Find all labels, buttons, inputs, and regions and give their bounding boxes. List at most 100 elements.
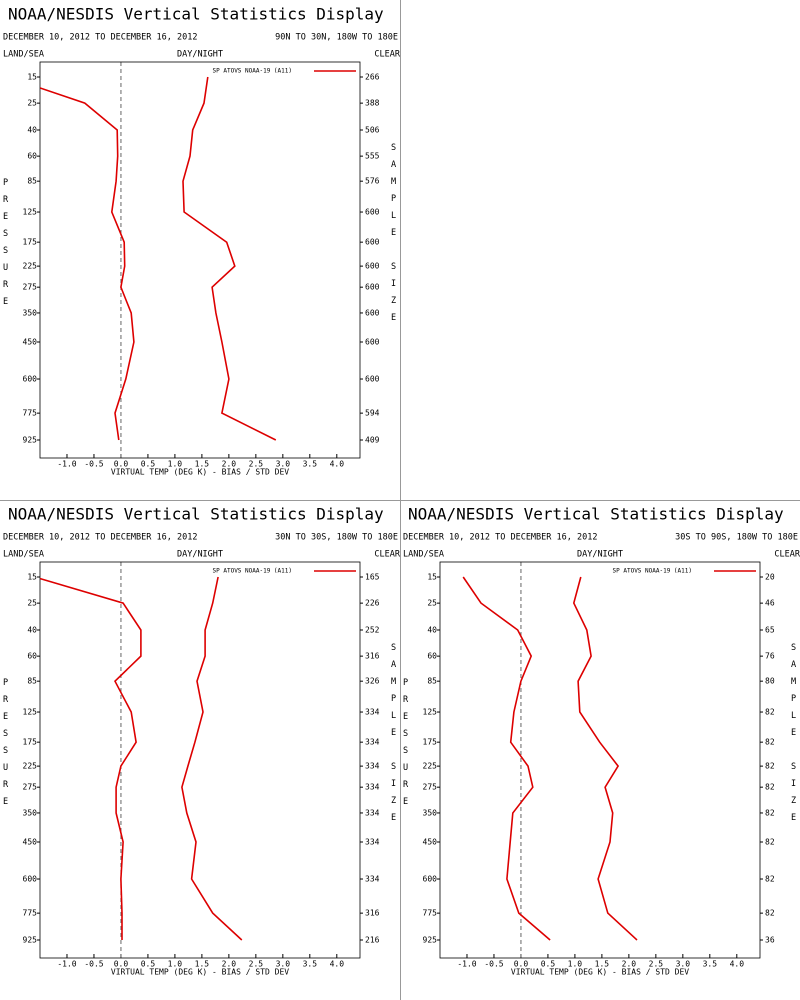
y-tick-label: 600 bbox=[23, 375, 38, 384]
clear: CLEAR bbox=[374, 50, 400, 60]
legend-label: SP ATOVS NOAA-19 (A11) bbox=[213, 568, 292, 575]
y-tick-label: 350 bbox=[423, 808, 438, 817]
x-tick-label: 3.0 bbox=[276, 460, 291, 469]
x-tick-label: 3.0 bbox=[276, 960, 291, 969]
sample-size: 334 bbox=[365, 837, 380, 846]
x-tick-label: 3.0 bbox=[676, 960, 691, 969]
day-night: DAY/NIGHT bbox=[177, 550, 223, 560]
y-tick-label: 225 bbox=[23, 262, 38, 271]
y-axis-label: PRESSURE bbox=[1, 678, 11, 814]
sample-size: 594 bbox=[365, 409, 380, 418]
sample-size: 266 bbox=[365, 73, 380, 82]
sample-size: 316 bbox=[365, 909, 380, 918]
x-tick-label: 1.5 bbox=[195, 460, 210, 469]
x-tick-label: 0.5 bbox=[541, 960, 556, 969]
y-tick-label: 60 bbox=[427, 652, 437, 661]
plot-frame bbox=[39, 561, 361, 959]
y-tick-label: 60 bbox=[27, 152, 37, 161]
x-tick-label: -0.5 bbox=[84, 960, 103, 969]
sample-size: 576 bbox=[365, 177, 380, 186]
y-tick-label: 225 bbox=[23, 762, 38, 771]
x-axis-label: VIRTUAL TEMP (DEG K) - BIAS / STD DEV bbox=[511, 968, 689, 977]
plot-frame bbox=[39, 61, 361, 459]
y-tick-label: 60 bbox=[27, 652, 37, 661]
sample-size: 65 bbox=[765, 625, 775, 634]
sample-size: 82 bbox=[765, 708, 775, 717]
y-tick-label: 15 bbox=[427, 573, 437, 582]
y-tick-label: 925 bbox=[23, 936, 38, 945]
y-tick-label: 600 bbox=[423, 875, 438, 884]
sample-size: 226 bbox=[365, 599, 380, 608]
y-tick-label: 775 bbox=[423, 909, 438, 918]
y2-axis-label: SAMPLE SIZE bbox=[789, 643, 799, 830]
clear: CLEAR bbox=[374, 550, 400, 560]
panel: NOAA/NESDIS Vertical Statistics Display D… bbox=[1, 5, 401, 477]
sample-size: 334 bbox=[365, 783, 380, 792]
y2-axis-label: SAMPLE SIZE bbox=[389, 143, 399, 330]
subtitle: DECEMBER 10, 2012 TO DECEMBER 16, 2012 bbox=[403, 533, 597, 543]
x-tick-label: -1.0 bbox=[57, 960, 76, 969]
x-tick-label: 1.5 bbox=[595, 960, 610, 969]
sample-size: 600 bbox=[365, 375, 380, 384]
x-tick-label: 4.0 bbox=[330, 960, 345, 969]
x-tick-label: 2.0 bbox=[622, 960, 637, 969]
x-tick-label: 2.0 bbox=[222, 460, 237, 469]
subtitle: DECEMBER 10, 2012 TO DECEMBER 16, 2012 bbox=[3, 533, 197, 543]
y-tick-label: 450 bbox=[23, 837, 38, 846]
subtitle: DECEMBER 10, 2012 TO DECEMBER 16, 2012 bbox=[3, 33, 197, 43]
x-tick-label: 4.0 bbox=[730, 960, 745, 969]
y-tick-label: 85 bbox=[427, 677, 437, 686]
sample-size: 82 bbox=[765, 909, 775, 918]
sample-size: 76 bbox=[765, 652, 775, 661]
y-tick-label: 40 bbox=[427, 625, 437, 634]
x-axis-label: VIRTUAL TEMP (DEG K) - BIAS / STD DEV bbox=[111, 968, 289, 977]
sample-size: 334 bbox=[365, 875, 380, 884]
sample-size: 36 bbox=[765, 936, 775, 945]
sample-size: 600 bbox=[365, 208, 380, 217]
day-night: DAY/NIGHT bbox=[577, 550, 623, 560]
y-tick-label: 275 bbox=[23, 283, 38, 292]
region: 30N TO 30S, 180W TO 180E bbox=[275, 533, 398, 543]
y-tick-label: 600 bbox=[23, 875, 38, 884]
bias-line bbox=[40, 87, 135, 441]
sample-size: 252 bbox=[365, 625, 380, 634]
sample-size: 600 bbox=[365, 283, 380, 292]
std-dev-line bbox=[572, 576, 638, 941]
legend-label: SP ATOVS NOAA-19 (A11) bbox=[213, 68, 292, 75]
y-tick-label: 925 bbox=[423, 936, 438, 945]
y-axis-label: PRESSURE bbox=[401, 678, 411, 814]
x-tick-label: 2.0 bbox=[222, 960, 237, 969]
panel: NOAA/NESDIS Vertical Statistics Display D… bbox=[401, 505, 800, 977]
x-tick-label: 0.5 bbox=[141, 960, 156, 969]
sample-size: 334 bbox=[365, 708, 380, 717]
x-tick-label: 0.0 bbox=[114, 960, 129, 969]
sample-size: 409 bbox=[365, 436, 380, 445]
sample-size: 326 bbox=[365, 677, 380, 686]
y-tick-label: 175 bbox=[23, 738, 38, 747]
x-tick-label: -0.5 bbox=[84, 460, 103, 469]
sample-size: 82 bbox=[765, 738, 775, 747]
sample-size: 388 bbox=[365, 99, 380, 108]
y-tick-label: 275 bbox=[423, 783, 438, 792]
y-axis-label: PRESSURE bbox=[1, 178, 11, 314]
y2-axis-label: SAMPLE SIZE bbox=[389, 643, 399, 830]
sample-size: 82 bbox=[765, 783, 775, 792]
legend-label: SP ATOVS NOAA-19 (A11) bbox=[613, 568, 692, 575]
x-tick-label: 0.5 bbox=[141, 460, 156, 469]
sample-size: 82 bbox=[765, 837, 775, 846]
sample-size: 46 bbox=[765, 599, 775, 608]
x-tick-label: 2.5 bbox=[649, 960, 664, 969]
y-tick-label: 15 bbox=[27, 573, 37, 582]
y-tick-label: 275 bbox=[23, 783, 38, 792]
clear: CLEAR bbox=[774, 550, 800, 560]
x-tick-label: 4.0 bbox=[330, 460, 345, 469]
chart-title: NOAA/NESDIS Vertical Statistics Display bbox=[8, 505, 384, 524]
sample-size: 20 bbox=[765, 573, 775, 582]
x-tick-label: -1.0 bbox=[57, 460, 76, 469]
x-tick-label: 2.5 bbox=[249, 460, 264, 469]
sample-size: 600 bbox=[365, 238, 380, 247]
y-tick-label: 40 bbox=[27, 625, 37, 634]
y-tick-label: 450 bbox=[23, 337, 38, 346]
sample-size: 82 bbox=[765, 875, 775, 884]
y-tick-label: 85 bbox=[27, 677, 37, 686]
